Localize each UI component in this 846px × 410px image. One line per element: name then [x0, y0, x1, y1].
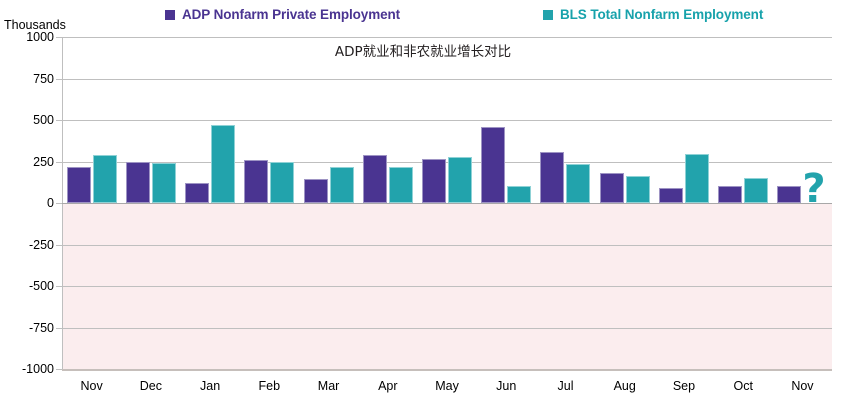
bar-adp[interactable] [303, 179, 328, 203]
x-axis-tick-label: Nov [791, 379, 814, 393]
bar-adp[interactable] [66, 167, 91, 203]
x-axis-tick-label: May [435, 379, 459, 393]
bar-adp[interactable] [718, 185, 743, 203]
chart-legend: ADP Nonfarm Private Employment BLS Total… [0, 4, 846, 30]
bar-group [595, 37, 654, 369]
bar-adp[interactable] [125, 161, 150, 203]
bar-group [62, 37, 121, 369]
bar-bls[interactable] [92, 154, 117, 203]
y-axis-tick-label: 1000 [26, 30, 54, 44]
y-axis-tick-mark [56, 244, 62, 246]
y-axis-tick-mark [56, 369, 62, 370]
y-axis-tick-mark [56, 161, 62, 163]
y-axis-tick-label: 0 [47, 196, 54, 210]
bar-bls[interactable] [625, 175, 650, 203]
gridline: -250 [29, 238, 832, 252]
bar-adp[interactable] [244, 159, 269, 203]
x-axis-tick-label: Dec [139, 379, 162, 393]
gridline: -500 [29, 279, 832, 293]
y-axis-tick-mark [56, 120, 62, 121]
x-axis-tick-label: Aug [613, 379, 636, 393]
bar-adp[interactable] [481, 127, 506, 203]
x-axis-labels: Nov Dec Jan Feb Mar Apr May Jun Jul Aug Sep Oct Nov [62, 371, 832, 401]
x-axis-tick-label: Nov [80, 379, 103, 393]
bar-adp[interactable] [185, 183, 210, 203]
gridline: 250 [33, 155, 832, 169]
bar-group [654, 37, 713, 369]
x-axis-line [62, 369, 832, 371]
x-axis-tick-label: Jan [200, 379, 221, 393]
bar-adp[interactable] [658, 188, 683, 203]
bar-group [358, 37, 417, 369]
legend-item-bls: BLS Total Nonfarm Employment [543, 7, 763, 22]
bar-adp[interactable] [599, 173, 624, 203]
chart-title: ADP就业和非农就业增长对比 [334, 44, 512, 60]
bar-group [299, 37, 358, 369]
bar-bls[interactable] [448, 156, 473, 203]
x-axis-tick-label: Jul [557, 379, 574, 393]
bar-bls[interactable] [684, 154, 709, 203]
gridline: -750 [29, 321, 832, 335]
x-axis-tick-label: Mar [317, 379, 340, 393]
bar-adp[interactable] [422, 159, 447, 203]
bar-adp[interactable] [540, 151, 565, 203]
y-axis-tick-label: -500 [28, 279, 54, 293]
bar-bls[interactable] [566, 163, 591, 203]
bar-bls[interactable] [388, 166, 413, 203]
bar-bls[interactable] [151, 163, 176, 203]
x-axis-tick-label: Jun [496, 379, 517, 393]
bar-group [714, 37, 773, 369]
y-axis-tick-label: -750 [28, 320, 54, 335]
gridline: 1000 [26, 30, 832, 44]
y-axis-tick-mark [56, 37, 62, 38]
legend-label-adp: ADP Nonfarm Private Employment [182, 7, 401, 22]
bar-group [240, 37, 299, 369]
y-axis-tick-label: 500 [33, 113, 54, 127]
bar-adp[interactable] [362, 155, 387, 203]
legend-label-bls: BLS Total Nonfarm Employment [560, 7, 764, 22]
bar-bls[interactable] [270, 161, 295, 203]
bar-group [477, 37, 536, 369]
y-axis-tick-mark [56, 286, 62, 287]
bar-bls[interactable] [744, 178, 769, 203]
bar-group [121, 37, 180, 369]
bar-bls[interactable] [507, 186, 532, 203]
y-axis-unit-label: Thousands [4, 18, 66, 32]
y-axis-tick-label: 750 [33, 71, 54, 86]
legend-item-adp: ADP Nonfarm Private Employment [165, 7, 400, 22]
bar-group: ? [773, 37, 832, 369]
y-axis-tick-mark [56, 78, 62, 80]
bar-group [417, 37, 476, 369]
gridline: 500 [33, 113, 832, 127]
bar-bls[interactable] [211, 124, 236, 203]
y-axis-tick-label: -1000 [22, 362, 54, 376]
unknown-value-marker: ? [802, 166, 826, 212]
legend-swatch-bls-icon [543, 9, 553, 20]
legend-swatch-adp-icon [165, 9, 175, 20]
y-axis-tick-mark [56, 203, 62, 204]
bar-bls[interactable] [329, 167, 354, 203]
y-axis-tick-mark [56, 327, 62, 329]
x-axis-tick-label: Apr [378, 379, 398, 393]
bar-group [536, 37, 595, 369]
bar-adp[interactable] [777, 186, 802, 203]
plot-area: 1000 750 500 250 0 -250 -500 -750 -1000 ? [22, 30, 832, 376]
bar-groups: ? [62, 37, 832, 369]
gridline: 750 [33, 72, 832, 86]
gridline: 0 [47, 196, 832, 210]
bar-group [180, 37, 239, 369]
x-axis-tick-label: Oct [733, 379, 753, 393]
y-axis-tick-label: 250 [33, 154, 54, 169]
y-axis-tick-label: -250 [28, 237, 54, 252]
x-axis-tick-label: Sep [672, 379, 696, 393]
x-axis-tick-label: Feb [258, 379, 281, 393]
